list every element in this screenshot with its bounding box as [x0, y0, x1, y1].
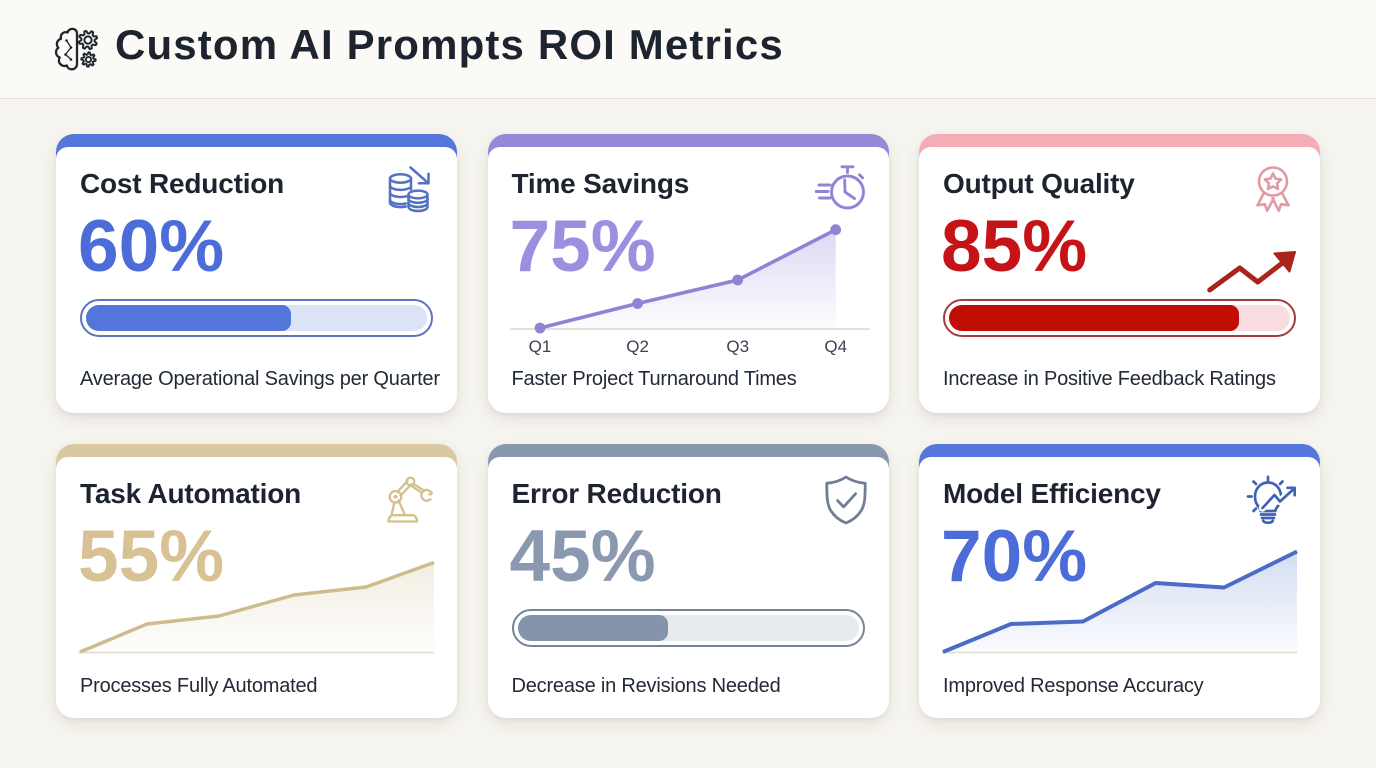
svg-text:Q4: Q4 — [824, 337, 847, 356]
svg-text:Q2: Q2 — [626, 337, 649, 356]
svg-text:Q3: Q3 — [726, 337, 749, 356]
svg-text:Q1: Q1 — [528, 337, 551, 356]
